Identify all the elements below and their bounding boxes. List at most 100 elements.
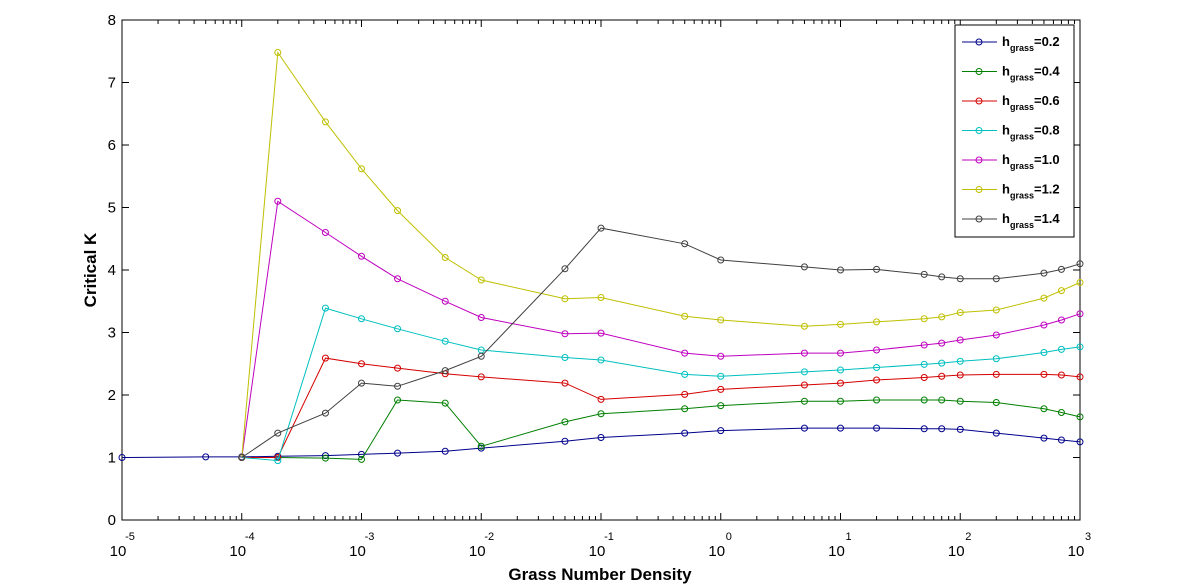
data-point — [681, 312, 689, 320]
data-point — [992, 370, 1000, 378]
data-point — [920, 396, 928, 404]
data-point — [837, 424, 844, 432]
data-point — [597, 434, 605, 441]
legend-label: hgrass=1.2 — [1002, 182, 1060, 201]
data-point — [837, 320, 844, 328]
legend: hgrass=0.2 hgrass=0.4 hgrass=0.6 hgrass=0.8… — [954, 24, 1075, 238]
data-point — [441, 254, 449, 261]
data-point — [358, 379, 365, 387]
legend-item: hgrass=1.4 — [962, 211, 1060, 230]
legend-item: hgrass=0.8 — [962, 123, 1060, 142]
x-tick-base: 10 — [1068, 543, 1085, 560]
data-point — [394, 325, 402, 333]
x-tick-exponent: 2 — [965, 531, 971, 543]
data-point — [477, 442, 485, 450]
data-point — [1076, 438, 1084, 446]
data-point — [274, 457, 282, 465]
x-tick-exponent: 0 — [726, 531, 732, 543]
data-point — [561, 354, 569, 361]
series-line — [241, 227, 1081, 458]
y-tick-label: 3 — [108, 325, 116, 342]
series-line — [241, 399, 1081, 460]
data-point — [1057, 371, 1065, 379]
x-tick-exponent: -4 — [245, 531, 255, 543]
legend-marker — [975, 38, 983, 46]
data-point — [274, 429, 282, 437]
data-point — [920, 374, 928, 381]
data-point — [561, 379, 569, 387]
data-point — [321, 304, 329, 312]
data-point — [956, 275, 964, 283]
data-point — [956, 357, 964, 365]
data-point — [1057, 265, 1065, 273]
y-tick-label: 0 — [108, 512, 116, 529]
data-point — [800, 397, 808, 405]
data-point — [441, 399, 449, 407]
legend-label: hgrass=0.4 — [1002, 64, 1060, 83]
data-point — [800, 349, 808, 357]
data-point — [1057, 316, 1065, 324]
x-tick-base: 10 — [948, 543, 965, 560]
legend-label: hgrass=0.2 — [1002, 34, 1060, 53]
series-1 — [238, 396, 1084, 463]
y-tick-label: 5 — [108, 200, 116, 217]
data-point — [956, 371, 964, 379]
data-point — [717, 427, 725, 435]
y-tick-label: 4 — [108, 262, 116, 279]
data-point — [873, 265, 881, 273]
data-point — [597, 329, 605, 337]
series-5 — [238, 49, 1084, 461]
data-point — [681, 405, 689, 413]
data-point — [441, 337, 449, 345]
data-point — [992, 399, 1000, 406]
data-point — [800, 322, 808, 330]
data-point — [1057, 287, 1065, 295]
data-point — [717, 256, 725, 264]
data-point — [477, 314, 485, 321]
data-point — [321, 354, 329, 362]
data-point — [561, 330, 569, 338]
data-point — [477, 444, 485, 452]
data-point — [1040, 269, 1048, 277]
data-point — [1057, 436, 1065, 444]
data-point — [837, 379, 844, 387]
legend-item: hgrass=0.6 — [962, 93, 1060, 112]
data-point — [837, 266, 844, 274]
data-point — [321, 454, 329, 462]
series-line — [241, 357, 1081, 458]
data-point — [477, 352, 485, 360]
legend-marker — [975, 97, 983, 105]
x-tick-exponent: -3 — [365, 531, 375, 543]
data-point — [394, 207, 402, 215]
legend-label: hgrass=0.6 — [1002, 93, 1060, 112]
data-point — [274, 197, 282, 205]
data-point — [938, 396, 946, 404]
data-point — [238, 454, 246, 461]
data-point — [597, 410, 605, 418]
data-point — [873, 376, 881, 384]
data-point — [992, 429, 1000, 437]
data-point — [1076, 310, 1084, 318]
data-point — [837, 349, 844, 357]
x-tick-base: 10 — [229, 543, 246, 560]
data-point — [561, 418, 569, 426]
data-point — [1040, 294, 1048, 302]
data-point — [1040, 434, 1048, 442]
series-lines — [118, 49, 1084, 465]
data-point — [938, 425, 946, 433]
data-point — [938, 339, 946, 347]
data-point — [477, 276, 485, 284]
data-point — [873, 318, 881, 326]
data-point — [992, 275, 1000, 283]
legend-label: hgrass=0.8 — [1002, 123, 1060, 142]
data-point — [394, 275, 402, 283]
legend-marker — [975, 127, 983, 134]
data-point — [1040, 321, 1048, 329]
data-point — [561, 437, 569, 445]
y-tick-label: 1 — [108, 450, 116, 467]
data-point — [321, 409, 329, 417]
data-point — [938, 372, 946, 380]
plot-area — [121, 19, 1081, 521]
legend-marker — [975, 186, 983, 193]
legend-marker — [975, 68, 983, 75]
